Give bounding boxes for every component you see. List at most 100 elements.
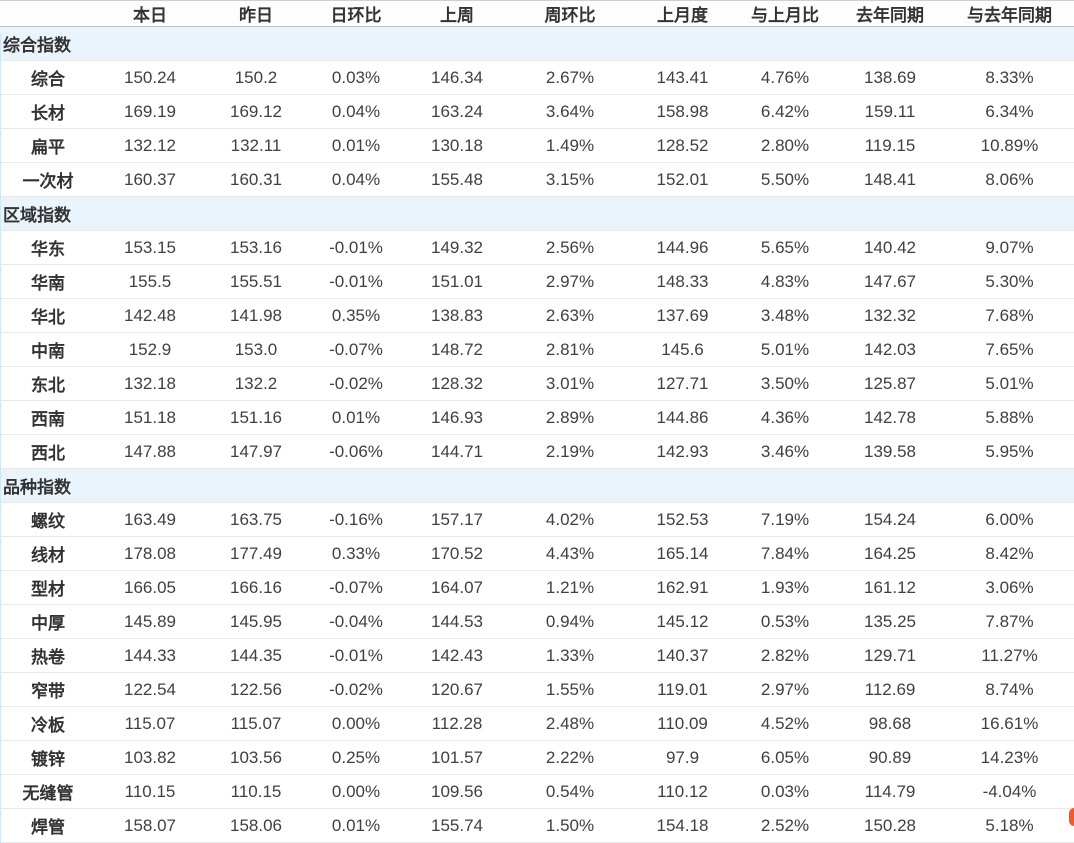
percent-cell: 0.94%: [510, 604, 630, 639]
percent-cell: -0.07%: [308, 332, 404, 367]
value-cell: 144.35: [204, 638, 308, 673]
value-cell: 127.71: [630, 366, 735, 401]
value-cell: 119.15: [835, 128, 945, 163]
percent-cell: -0.06%: [308, 434, 404, 469]
value-cell: 169.19: [96, 94, 204, 129]
percent-cell: 16.61%: [945, 706, 1074, 741]
table-header: 本日 昨日 日环比 上周 周环比 上月度 与上月比 去年同期 与去年同期: [0, 0, 1074, 27]
value-cell: 158.98: [630, 94, 735, 129]
row-label: 华东: [0, 230, 96, 265]
percent-cell: 9.07%: [945, 230, 1074, 265]
percent-cell: 7.19%: [735, 502, 835, 537]
value-cell: 137.69: [630, 298, 735, 333]
value-cell: 112.69: [835, 672, 945, 707]
value-cell: 152.53: [630, 502, 735, 537]
value-cell: 103.56: [204, 740, 308, 775]
table-row: 扁平 132.12 132.11 0.01% 130.18 1.49% 128.52 2.80…: [0, 128, 1074, 163]
table-row: 华南 155.5 155.51 -0.01% 151.01 2.97% 148.33 4.83…: [0, 264, 1074, 299]
row-label: 中南: [0, 332, 96, 367]
value-cell: 142.93: [630, 434, 735, 469]
value-cell: 143.41: [630, 60, 735, 95]
value-cell: 158.06: [204, 808, 308, 843]
column-header: 上周: [404, 0, 510, 27]
value-cell: 147.97: [204, 434, 308, 469]
row-label: 西北: [0, 434, 96, 469]
percent-cell: -0.04%: [308, 604, 404, 639]
column-header: 与去年同期: [945, 0, 1074, 27]
percent-cell: 4.83%: [735, 264, 835, 299]
table-row: 东北 132.18 132.2 -0.02% 128.32 3.01% 127.71 3.50…: [0, 366, 1074, 401]
percent-cell: 7.68%: [945, 298, 1074, 333]
value-cell: 140.42: [835, 230, 945, 265]
section-header-row: 品种指数: [0, 468, 1074, 503]
row-label: 综合: [0, 60, 96, 95]
percent-cell: 1.55%: [510, 672, 630, 707]
value-cell: 132.32: [835, 298, 945, 333]
column-header: 昨日: [204, 0, 308, 27]
value-cell: 129.71: [835, 638, 945, 673]
value-cell: 154.18: [630, 808, 735, 843]
value-cell: 103.82: [96, 740, 204, 775]
percent-cell: 6.34%: [945, 94, 1074, 129]
table-row: 中南 152.9 153.0 -0.07% 148.72 2.81% 145.6 5.01% 1…: [0, 332, 1074, 367]
value-cell: 148.41: [835, 162, 945, 197]
percent-cell: 0.03%: [308, 60, 404, 95]
percent-cell: 2.97%: [510, 264, 630, 299]
value-cell: 115.07: [204, 706, 308, 741]
section-title: 区域指数: [0, 196, 1074, 231]
percent-cell: -0.01%: [308, 230, 404, 265]
value-cell: 109.56: [404, 774, 510, 809]
percent-cell: 0.01%: [308, 400, 404, 435]
row-label: 扁平: [0, 128, 96, 163]
value-cell: 163.24: [404, 94, 510, 129]
row-label: 窄带: [0, 672, 96, 707]
value-cell: 163.49: [96, 502, 204, 537]
value-cell: 110.09: [630, 706, 735, 741]
percent-cell: 2.19%: [510, 434, 630, 469]
percent-cell: 2.48%: [510, 706, 630, 741]
value-cell: 119.01: [630, 672, 735, 707]
percent-cell: 4.02%: [510, 502, 630, 537]
percent-cell: 2.80%: [735, 128, 835, 163]
value-cell: 90.89: [835, 740, 945, 775]
percent-cell: 4.43%: [510, 536, 630, 571]
value-cell: 112.28: [404, 706, 510, 741]
percent-cell: 0.53%: [735, 604, 835, 639]
percent-cell: 7.87%: [945, 604, 1074, 639]
section-header-row: 区域指数: [0, 196, 1074, 231]
percent-cell: 8.74%: [945, 672, 1074, 707]
value-cell: 155.74: [404, 808, 510, 843]
value-cell: 165.14: [630, 536, 735, 571]
percent-cell: 1.93%: [735, 570, 835, 605]
row-label: 华北: [0, 298, 96, 333]
table-row: 华东 153.15 153.16 -0.01% 149.32 2.56% 144.96 5.6…: [0, 230, 1074, 265]
percent-cell: 6.42%: [735, 94, 835, 129]
column-header: 日环比: [308, 0, 404, 27]
table-row: 型材 166.05 166.16 -0.07% 164.07 1.21% 162.91 1.9…: [0, 570, 1074, 605]
table-row: 综合 150.24 150.2 0.03% 146.34 2.67% 143.41 4.76%…: [0, 60, 1074, 95]
value-cell: 162.91: [630, 570, 735, 605]
value-cell: 149.32: [404, 230, 510, 265]
percent-cell: 3.06%: [945, 570, 1074, 605]
percent-cell: 4.36%: [735, 400, 835, 435]
percent-cell: 11.27%: [945, 638, 1074, 673]
value-cell: 144.86: [630, 400, 735, 435]
percent-cell: 5.30%: [945, 264, 1074, 299]
value-cell: 128.32: [404, 366, 510, 401]
row-label: 华南: [0, 264, 96, 299]
column-header: 与上月比: [735, 0, 835, 27]
row-label: 热卷: [0, 638, 96, 673]
value-cell: 155.48: [404, 162, 510, 197]
value-cell: 153.16: [204, 230, 308, 265]
value-cell: 132.11: [204, 128, 308, 163]
percent-cell: 6.00%: [945, 502, 1074, 537]
section-title: 综合指数: [0, 26, 1074, 61]
table-row: 中厚 145.89 145.95 -0.04% 144.53 0.94% 145.12 0.5…: [0, 604, 1074, 639]
percent-cell: 2.56%: [510, 230, 630, 265]
percent-cell: 3.64%: [510, 94, 630, 129]
percent-cell: 0.25%: [308, 740, 404, 775]
percent-cell: 5.18%: [945, 808, 1074, 843]
percent-cell: -0.07%: [308, 570, 404, 605]
percent-cell: 3.01%: [510, 366, 630, 401]
